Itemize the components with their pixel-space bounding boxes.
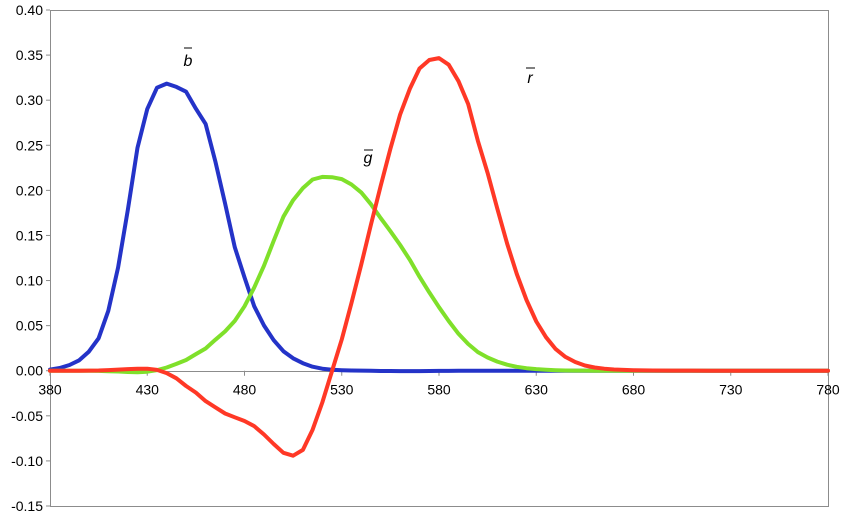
x-tick-label: 530: [330, 382, 354, 398]
y-tick-label: 0.25: [16, 137, 43, 153]
y-tick-label: -0.05: [11, 408, 43, 424]
series-line-g: [48, 174, 830, 375]
y-axis: 0.40 0.35 0.30 0.25 0.20 0.15 0.10 0.05 0.00 -0.0…: [11, 2, 50, 514]
series-line-b: [48, 81, 830, 374]
y-tick-label: -0.10: [11, 453, 43, 469]
x-tick-label: 580: [427, 382, 451, 398]
y-tick-label: 0.20: [16, 182, 43, 198]
y-tick-label: 0.40: [16, 2, 43, 18]
plot-area-frame: [50, 10, 829, 507]
x-tick-label: 730: [719, 382, 743, 398]
x-tick-label: 480: [233, 382, 257, 398]
y-tick-label: 0.15: [16, 227, 43, 243]
y-tick-label: -0.15: [11, 498, 43, 514]
series-label-g: g: [364, 150, 373, 167]
x-tick-label: 430: [136, 382, 160, 398]
series-line-r: [48, 56, 830, 458]
y-tick-label: 0.10: [16, 273, 43, 289]
series-layer: [48, 56, 830, 458]
x-tick-label: 680: [622, 382, 646, 398]
x-axis: 380 430 480 530 580 630 680 730 780: [38, 370, 840, 398]
x-tick-label: 630: [525, 382, 549, 398]
y-tick-label: 0.00: [16, 363, 43, 379]
x-tick-label: 380: [38, 382, 62, 398]
series-label-b: b: [184, 53, 193, 70]
series-label-r: r: [527, 70, 533, 87]
y-tick-label: 0.30: [16, 92, 43, 108]
y-tick-label: 0.35: [16, 47, 43, 63]
y-tick-label: 0.05: [16, 318, 43, 334]
x-tick-label: 780: [816, 382, 840, 398]
